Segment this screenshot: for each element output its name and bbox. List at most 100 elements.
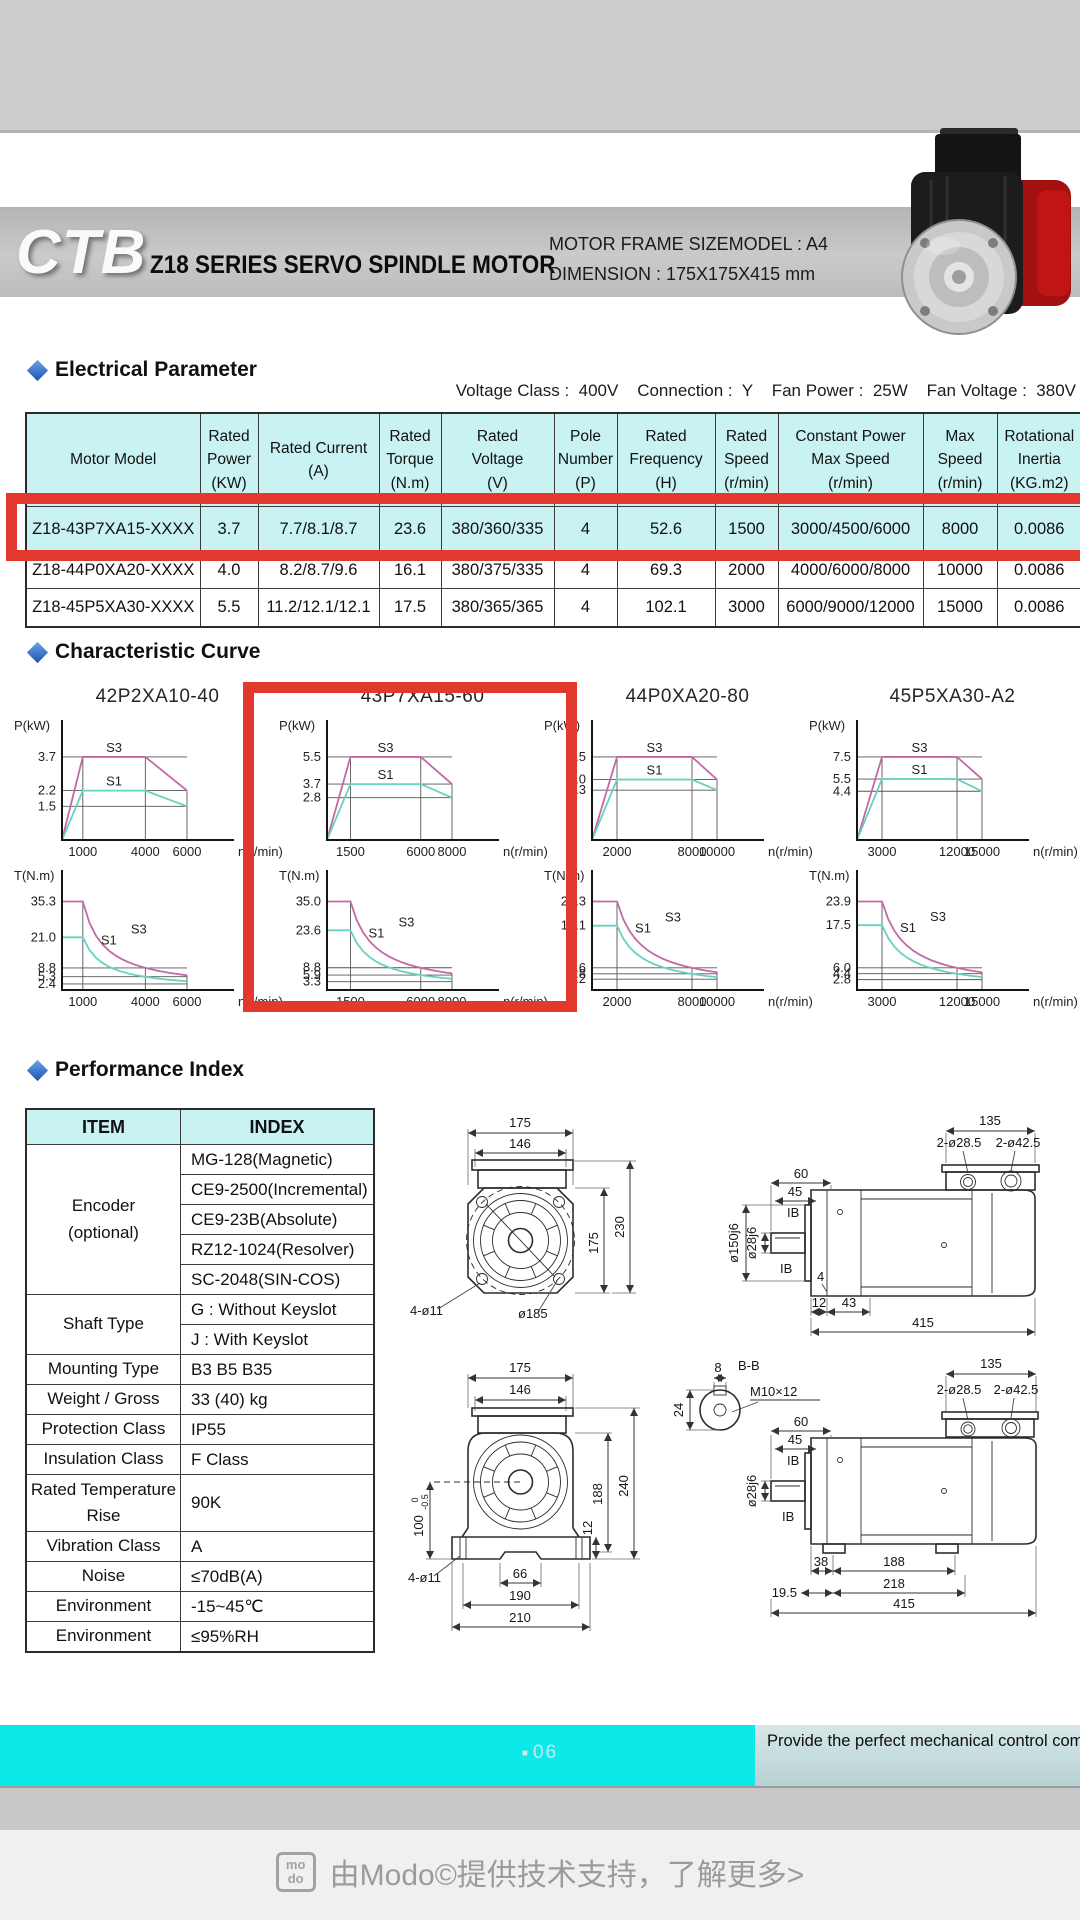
modo-logo-icon: mo do: [275, 1852, 316, 1892]
table-row: Encoder (optional) MG-128(Magnetic): [25, 1144, 375, 1295]
svg-text:12: 12: [812, 1295, 826, 1310]
svg-text:P(kW): P(kW): [809, 718, 845, 733]
svg-text:8.8: 8.8: [38, 960, 56, 975]
svg-text:2-ø42.5: 2-ø42.5: [996, 1135, 1041, 1150]
table-cell: 23.6: [378, 506, 442, 553]
table-cell: 6000/9000/12000: [777, 588, 924, 627]
column-header: Rated Speed (r/min): [714, 412, 779, 507]
table-row: Z18-45P5XA30-XXXX 5.5 11.2/12.1/12.1 17.5 38…: [25, 588, 1080, 627]
table-cell: 380/360/335: [440, 506, 555, 553]
footer-cyan-bar: [0, 1725, 755, 1786]
table-cell: 3000: [714, 588, 779, 627]
svg-text:P(kW): P(kW): [14, 718, 50, 733]
index-cell: ≤70dB(A): [179, 1561, 375, 1592]
svg-text:5.3: 5.3: [38, 969, 56, 984]
svg-text:8000: 8000: [678, 844, 707, 859]
svg-text:15000: 15000: [964, 994, 1000, 1009]
table-row: Protection Class IP55: [25, 1414, 375, 1445]
footer-credit-area: mo do 由Modo©提供技术支持，了解更多>: [0, 1830, 1080, 1920]
svg-text:1000: 1000: [68, 844, 97, 859]
svg-text:218: 218: [883, 1576, 905, 1591]
table-row: CE9-2500(Incremental): [26, 1174, 375, 1205]
modo-logo-text: mo: [285, 1857, 306, 1873]
column-header: Rated Torque (N.m): [378, 412, 442, 507]
table-cell: Z18-43P7XA15-XXXX: [25, 506, 201, 553]
svg-text:240: 240: [616, 1475, 631, 1497]
item-cell: Encoder (optional): [25, 1144, 181, 1295]
dimension-line: DIMENSION : 175X175X415 mm: [549, 264, 816, 284]
table-cell: 11.2/12.1/12.1: [257, 588, 380, 627]
column-header: Rated Frequency (H): [616, 412, 716, 507]
index-cell: B3 B5 B35: [179, 1354, 375, 1385]
table-cell: 3.7: [199, 506, 259, 553]
svg-text:2.4: 2.4: [38, 976, 56, 991]
section-curves: Characteristic Curve: [26, 640, 260, 664]
svg-text:3.3: 3.3: [303, 974, 321, 989]
svg-text:S3: S3: [912, 740, 928, 755]
svg-text:S3: S3: [398, 914, 414, 929]
svg-text:6000: 6000: [173, 994, 202, 1009]
svg-text:S1: S1: [378, 767, 394, 782]
svg-text:100: 100: [411, 1515, 426, 1537]
svg-text:8000: 8000: [678, 994, 707, 1009]
svg-text:6000: 6000: [406, 844, 435, 859]
svg-text:1000: 1000: [68, 994, 97, 1009]
svg-text:4.4: 4.4: [833, 966, 851, 981]
header-band: CTB Z18 SERIES SERVO SPINDLE MOTOR MOTOR…: [0, 207, 1080, 297]
index-cell: F Class: [179, 1444, 375, 1475]
svg-text:23.9: 23.9: [826, 893, 851, 908]
item-cell: Noise: [25, 1561, 181, 1592]
item-cell: Protection Class: [25, 1414, 181, 1445]
svg-text:n(r/min): n(r/min): [768, 844, 813, 859]
svg-text:P(kW): P(kW): [279, 718, 315, 733]
svg-text:S3: S3: [106, 740, 122, 755]
index-cell: 33 (40) kg: [179, 1384, 375, 1415]
svg-text:M10×12: M10×12: [750, 1384, 797, 1399]
svg-text:24: 24: [671, 1403, 686, 1417]
svg-text:2.2: 2.2: [38, 783, 56, 798]
svg-text:146: 146: [509, 1136, 531, 1151]
svg-text:T(N.m): T(N.m): [809, 868, 849, 883]
page-number-value: 06: [532, 1742, 559, 1763]
diamond-icon: [26, 641, 49, 663]
svg-text:8.8: 8.8: [303, 960, 321, 975]
svg-text:IB: IB: [787, 1453, 799, 1468]
svg-text:21.0: 21.0: [31, 929, 56, 944]
svg-text:3000: 3000: [868, 994, 897, 1009]
svg-text:35.3: 35.3: [31, 893, 56, 908]
table-row: Environment ≤95%RH: [25, 1621, 375, 1653]
frame-info: MOTOR FRAME SIZEMODEL : A4 DIMENSION : 1…: [549, 229, 828, 289]
svg-text:S1: S1: [635, 921, 651, 936]
modo-credit-link[interactable]: mo do 由Modo©提供技术支持，了解更多>: [0, 1830, 1080, 1894]
svg-text:12: 12: [580, 1521, 595, 1535]
square-bullet-icon: ■: [521, 1748, 530, 1759]
table-row: Rated Temperature Rise 90K: [25, 1474, 375, 1532]
table-cell: Z18-45P5XA30-XXXX: [25, 588, 201, 627]
svg-text:60: 60: [794, 1414, 808, 1429]
svg-text:10000: 10000: [699, 844, 735, 859]
top-gray-bar: [0, 0, 1080, 133]
table-row: Vibration Class A: [25, 1531, 375, 1562]
item-cell: Shaft Type: [25, 1294, 181, 1355]
svg-text:IB: IB: [787, 1205, 799, 1220]
svg-text:3.7: 3.7: [38, 749, 56, 764]
item-cell: Vibration Class: [25, 1531, 181, 1562]
drawing-foot-side: B-B 8 24 M10×12 135 2-ø28.5 2-ø42.5: [671, 1356, 1039, 1617]
svg-text:146: 146: [509, 1382, 531, 1397]
svg-text:8: 8: [714, 1360, 721, 1375]
credit-text: 由Modo©提供技术支持，了解更多>: [329, 1859, 805, 1892]
svg-text:n(r/min): n(r/min): [1033, 844, 1078, 859]
svg-text:S1: S1: [912, 762, 928, 777]
svg-text:60: 60: [794, 1166, 808, 1181]
svg-text:23.6: 23.6: [296, 922, 321, 937]
svg-text:6.0: 6.0: [833, 960, 851, 975]
table-row: Z18-43P7XA15-XXXX 3.7 7.7/8.1/8.7 23.6 380/3…: [25, 506, 1080, 553]
frame-size-line: MOTOR FRAME SIZEMODEL : A4: [549, 234, 829, 254]
table-cell: 0.0086: [996, 588, 1080, 627]
svg-text:S1: S1: [106, 774, 122, 789]
index-cell: CE9-2500(Incremental): [179, 1174, 375, 1205]
table-row: Noise ≤70dB(A): [25, 1561, 375, 1592]
